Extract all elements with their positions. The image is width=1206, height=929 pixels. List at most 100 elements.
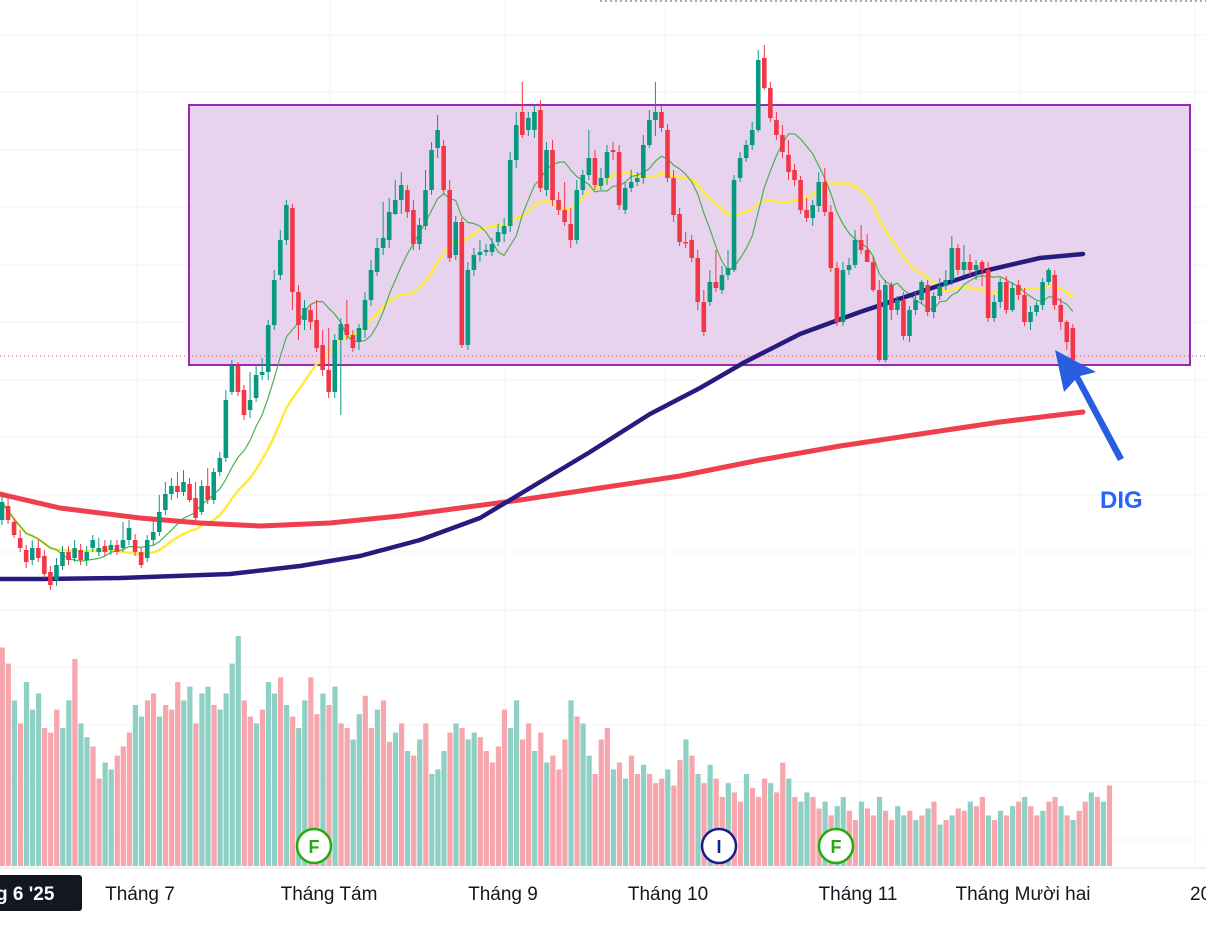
candle-body [604,152,610,178]
ma-20-line [0,170,1074,556]
volume-bar [653,783,659,866]
candle-body [229,366,235,392]
candle-body [532,112,537,130]
volume-bar [23,682,30,866]
candle-body [876,290,882,360]
volume-bar [187,686,193,866]
event-badge-i[interactable]: I [700,827,738,865]
volume-bar [247,716,253,866]
candle-body [616,152,622,205]
volume-bar [229,663,235,866]
volume-bar [501,709,508,866]
candle-body [1028,312,1033,322]
candle-body [326,370,331,392]
candle-body [979,262,985,270]
volume-bar [907,810,913,866]
volume-bar [102,762,108,866]
volume-bar [435,769,441,866]
candle-body [889,285,894,310]
volume-bar [181,700,187,866]
candle-body [150,532,156,540]
volume-bar [29,709,36,866]
candle-body [804,210,809,218]
volume-bar [513,700,520,866]
volume-bar [659,778,665,866]
event-badge-f[interactable]: F [295,827,333,865]
candle-body [792,170,797,180]
candle-body [967,262,973,270]
candle-body [526,118,531,130]
candle-body [429,150,434,190]
volume-bar [175,682,181,866]
candle-body [320,345,325,370]
volume-bar [701,783,707,866]
volume-bar [622,778,629,866]
candle-body [973,265,979,270]
volume-bar [852,820,858,866]
volume-bar [399,723,405,866]
volume-bar [1028,806,1034,866]
arrow-shape [1055,350,1124,461]
candle-body [701,302,707,332]
volume-bar [616,762,622,866]
candle-body [846,265,852,270]
volume-bar [1100,801,1106,866]
volume-bar [574,716,580,866]
volume-bar [78,723,84,866]
candle-body [913,300,918,310]
candle-body [187,484,192,500]
candle-body [205,486,210,500]
candle-body [338,324,344,340]
candle-body [834,268,840,322]
volume-bar [961,810,967,866]
volume-bar [1064,815,1070,866]
candle-body [314,320,319,348]
candle-body [114,545,120,552]
volume-bar [471,732,477,866]
candle-body [374,248,380,272]
volume-bar [90,746,96,866]
candle-body [725,268,731,275]
time-axis[interactable]: g 6 '25 Tháng 7 Tháng Tám Tháng 9 Tháng 10 Th… [0,875,1206,911]
volume-bar [5,663,11,866]
candle-body [72,548,77,558]
volume-bar [798,801,804,866]
candle-body [253,375,259,398]
candle-body [181,482,186,492]
candle-body [961,262,967,270]
volume-bar [1070,820,1076,866]
volume-bar [580,723,586,866]
volume-bar [320,693,326,866]
candle-body [459,222,465,345]
volume-bar [54,709,60,866]
candle-body [592,158,598,185]
event-badge-f[interactable]: F [817,827,855,865]
volume-bar [628,755,635,866]
volume-bar [556,769,562,866]
candle-body [344,324,350,335]
candle-body [671,178,676,215]
candle-body [489,244,495,252]
candle-body [302,308,307,320]
volume-bar [423,723,429,866]
candle-body [175,486,180,492]
candle-body [538,110,543,188]
volume-bar [169,709,175,866]
event-badge-circle [295,827,333,865]
volume-bar [374,709,380,866]
candle-body [713,282,719,288]
volume-bar [308,677,314,866]
candle-body [60,552,65,566]
candle-body [411,210,416,244]
candle-body [955,248,961,270]
volume-bar [332,686,338,866]
candle-body [0,502,5,520]
volume-bar [895,806,901,866]
date-chip-background [0,875,82,911]
candle-body [11,522,17,535]
candle-body [362,300,368,330]
candle-body [96,548,102,552]
candle-body [120,540,126,548]
